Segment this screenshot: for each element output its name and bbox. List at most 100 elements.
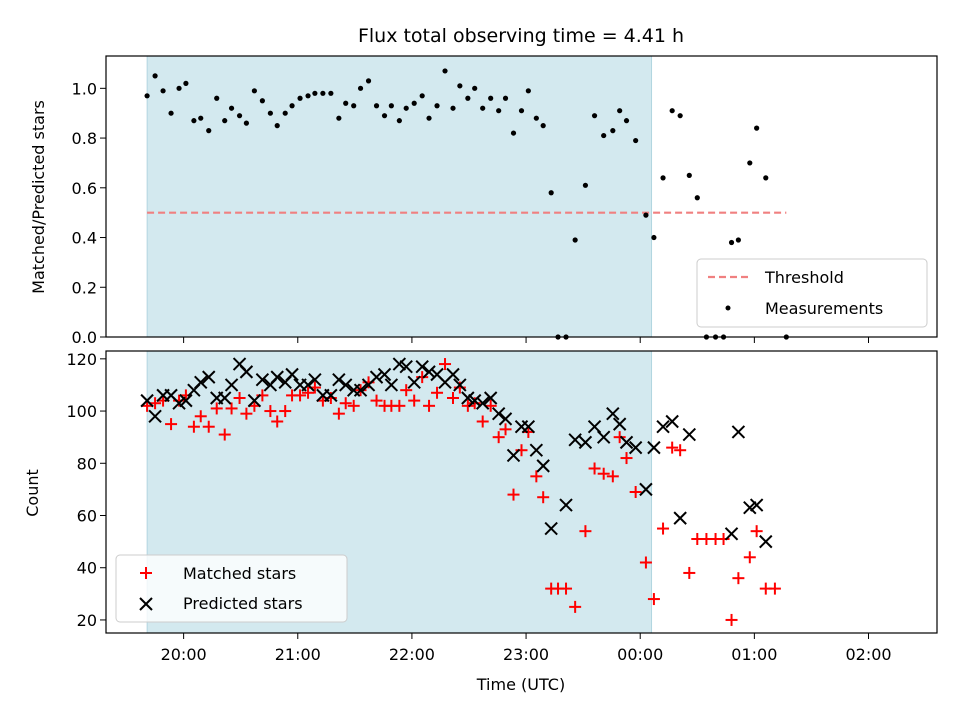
x-tick-label: 20:00 bbox=[161, 645, 207, 664]
ratio-legend: Threshold Measurements bbox=[696, 258, 928, 328]
measurements-point bbox=[396, 118, 402, 124]
measurements-point bbox=[457, 83, 463, 89]
count-panel-ylabel: Count bbox=[23, 469, 42, 517]
measurements-point bbox=[243, 120, 250, 126]
measurements-point bbox=[351, 103, 357, 109]
predicted-stars-point bbox=[656, 420, 670, 434]
measurements-point bbox=[289, 103, 295, 109]
predicted-stars-point bbox=[475, 396, 490, 410]
predicted-stars-point bbox=[224, 378, 239, 392]
measurements-point bbox=[336, 115, 342, 121]
predicted-stars-point bbox=[202, 370, 216, 384]
measurements-point bbox=[572, 237, 578, 243]
y-tick-label: 60 bbox=[77, 507, 97, 526]
measurements-point bbox=[373, 103, 380, 109]
count-panel: 20 40 60 80 100 120 20:00 21:00 22:00 23:00 00:00 0… bbox=[23, 350, 938, 694]
measurements-point bbox=[388, 103, 394, 109]
matched-stars-point bbox=[613, 431, 626, 444]
matched-stars-point bbox=[606, 470, 619, 483]
x-tick-label: 21:00 bbox=[275, 645, 321, 664]
measurements-point bbox=[152, 73, 158, 79]
measurements-point bbox=[328, 90, 334, 96]
measurements-point bbox=[591, 113, 598, 119]
matched-stars-point bbox=[657, 522, 670, 535]
measurements-point bbox=[533, 115, 539, 121]
measurements-point bbox=[442, 68, 448, 74]
predicted-stars-point bbox=[724, 527, 739, 541]
predicted-stars-point bbox=[377, 367, 392, 382]
x-tick-label: 23:00 bbox=[503, 645, 549, 664]
threshold-legend-label: Threshold bbox=[764, 268, 844, 287]
matched-stars-point bbox=[530, 470, 543, 483]
matched-stars-point bbox=[165, 418, 178, 431]
measurements-point bbox=[267, 110, 273, 116]
measurements-point bbox=[357, 85, 364, 91]
y-tick-label: 100 bbox=[66, 402, 97, 421]
predicted-stars-point bbox=[606, 406, 620, 421]
matched-stars-point bbox=[666, 441, 679, 454]
measurements-point bbox=[480, 105, 486, 111]
measurements-point bbox=[176, 85, 182, 91]
y-tick-label: 0.2 bbox=[72, 278, 97, 297]
measurements-point bbox=[236, 113, 243, 119]
ratio-panel-frame bbox=[105, 55, 938, 338]
predicted-stars-point bbox=[673, 511, 687, 525]
matched-stars-point bbox=[717, 533, 730, 545]
matched-stars-point bbox=[233, 392, 246, 404]
predicted-stars-point bbox=[301, 378, 315, 392]
matched-stars-point bbox=[639, 556, 652, 569]
predicted-stars-point bbox=[392, 357, 407, 371]
measurements-point bbox=[305, 93, 311, 99]
predicted-stars-point bbox=[639, 482, 653, 497]
measurements-point bbox=[343, 100, 349, 106]
y-tick-label: 0.8 bbox=[72, 129, 97, 148]
matched-stars-point bbox=[240, 407, 253, 420]
predicted-stars-point bbox=[628, 440, 643, 455]
predicted-stars-point bbox=[179, 393, 193, 408]
measurements-legend-label: Measurements bbox=[765, 299, 883, 318]
measurements-point bbox=[763, 175, 769, 181]
measurements-point bbox=[496, 108, 502, 114]
measurements-point bbox=[735, 237, 741, 243]
predicted-stars-point bbox=[384, 378, 399, 392]
matched-stars-point bbox=[725, 613, 738, 626]
matched-stars-point bbox=[332, 407, 345, 420]
measurements-point bbox=[297, 95, 303, 101]
measurements-point bbox=[426, 115, 432, 121]
matched-legend-label: Matched stars bbox=[183, 564, 296, 583]
x-tick-label: 22:00 bbox=[389, 645, 435, 664]
measurements-point bbox=[411, 100, 417, 106]
predicted-stars-point bbox=[339, 378, 353, 392]
predicted-stars-point bbox=[619, 435, 634, 450]
predicted-stars-point bbox=[749, 498, 764, 512]
matched-stars-point bbox=[408, 394, 421, 407]
predicted-stars-point bbox=[506, 448, 521, 463]
matched-stars-point bbox=[492, 431, 505, 444]
x-tick-label: 02:00 bbox=[845, 645, 891, 664]
predicted-stars-point bbox=[255, 373, 270, 387]
predicted-stars-point bbox=[415, 359, 429, 374]
matched-stars-point bbox=[210, 402, 223, 415]
measurements-point bbox=[548, 190, 554, 196]
predicted-stars-point bbox=[491, 406, 506, 421]
predicted-stars-point bbox=[665, 414, 679, 429]
predicted-stars-point bbox=[324, 388, 338, 403]
predicted-stars-point bbox=[422, 365, 436, 379]
matched-stars-point bbox=[370, 394, 383, 407]
measurements-point bbox=[728, 239, 735, 246]
measurements-point bbox=[651, 234, 657, 241]
measurements-point bbox=[144, 93, 150, 99]
matched-stars-point bbox=[537, 491, 550, 504]
matched-stars-point bbox=[294, 389, 307, 402]
measurements-point bbox=[274, 123, 280, 129]
measurements-point bbox=[191, 118, 197, 124]
predicted-stars-point bbox=[308, 373, 322, 387]
y-tick-label: 0.4 bbox=[72, 229, 97, 248]
x-tick-label: 01:00 bbox=[731, 645, 777, 664]
matched-stars-point bbox=[620, 452, 633, 465]
measurements-point bbox=[747, 160, 753, 166]
measurements-point bbox=[214, 95, 220, 101]
matched-stars-point bbox=[279, 405, 292, 418]
matched-stars-point bbox=[768, 582, 781, 595]
